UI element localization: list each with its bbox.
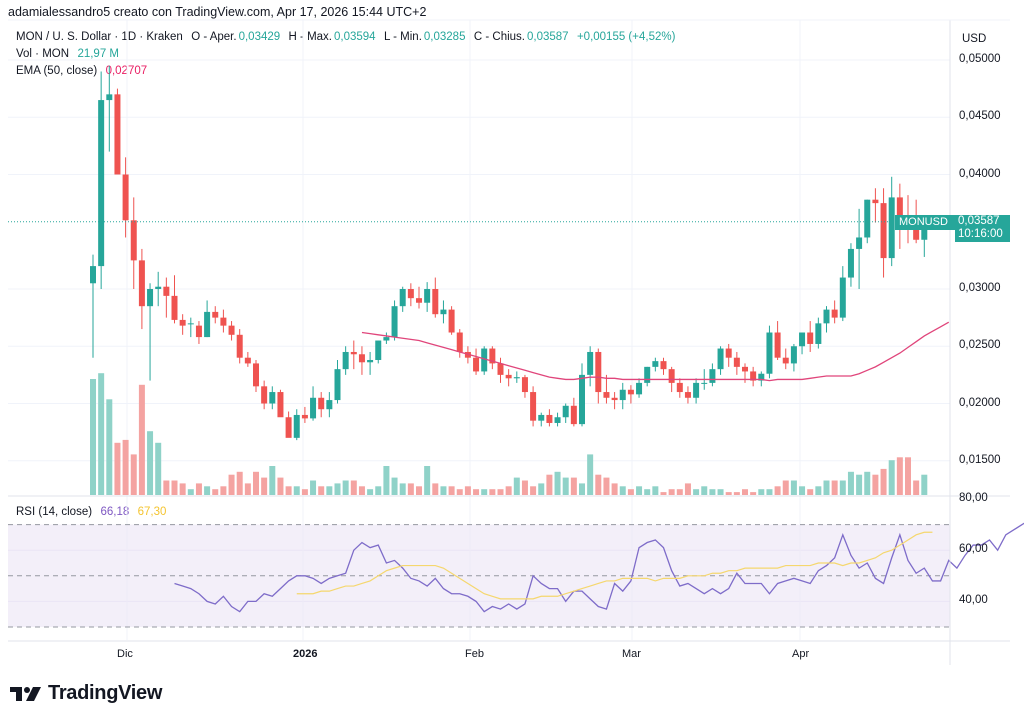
ema-line: [361, 321, 950, 382]
high-value: 0,03594: [334, 31, 376, 43]
rsi-tick: 80,00: [959, 492, 988, 504]
price-tick: 0,02500: [959, 339, 1001, 352]
volume-value: 21,97 M: [77, 48, 119, 60]
ema-value: 0,02707: [105, 65, 148, 77]
candlesticks: [8, 65, 928, 441]
time-tick: Dic: [117, 648, 133, 660]
low-value: 0,03285: [423, 31, 466, 43]
price-tick: 0,02000: [959, 396, 1001, 409]
rsi-ma-value: 67,30: [137, 506, 167, 518]
change-value: +0,00155 (+4,52%): [576, 31, 676, 43]
symbol-description[interactable]: MON / U. S. Dollar · 1D · Kraken: [16, 31, 183, 43]
rsi-tick: 40,00: [959, 594, 988, 607]
last-price: 0,03587: [958, 215, 1000, 227]
time-tick: Apr: [792, 648, 810, 660]
rsi-tick: 60,00: [959, 543, 988, 556]
volume-label: Vol · MON: [16, 48, 70, 60]
tradingview-logo-icon: [10, 686, 41, 701]
price-tick: 0,03000: [959, 282, 1001, 294]
rsi-value: 66,18: [100, 506, 130, 518]
tradingview-logo[interactable]: TradingView: [10, 682, 162, 705]
chart-attribution: adamialessandro5 creato con TradingView.…: [8, 5, 427, 19]
high-label: H - Max.: [288, 31, 332, 43]
price-tick: 0,04500: [959, 110, 1001, 123]
open-label: O - Aper.: [191, 31, 237, 43]
time-tick: Mar: [622, 648, 641, 660]
price-axis-currency[interactable]: USD: [962, 33, 987, 45]
ema-label: EMA (50, close): [16, 65, 98, 77]
time-tick: 2026: [293, 648, 318, 660]
volume-bars: [90, 373, 928, 495]
rsi-label: RSI (14, close): [16, 506, 93, 518]
rsi-legend[interactable]: RSI (14, close) 66,18 67,30: [16, 506, 168, 518]
pane-frame: [8, 19, 1010, 665]
price-tick: 0,01500: [959, 453, 1001, 466]
ema-legend[interactable]: EMA (50, close) 0,02707: [16, 65, 149, 77]
open-value: 0,03429: [238, 31, 281, 43]
close-value: 0,03587: [526, 31, 569, 43]
price-tick: 0,05000: [959, 53, 1001, 65]
symbol-price-tag: MONUSD: [895, 215, 955, 230]
volume-legend[interactable]: Vol · MON 21,97 M: [16, 48, 121, 60]
ohlc-legend: MON / U. S. Dollar · 1D · Kraken O - Ape…: [16, 31, 677, 43]
close-label: C - Chius.: [473, 31, 525, 43]
price-tick: 0,04000: [959, 167, 1001, 180]
low-label: L - Min.: [383, 31, 422, 43]
tradingview-logo-text: TradingView: [48, 682, 163, 704]
bar-countdown: 10:16:00: [958, 228, 1003, 240]
last-price-tag: 0,03587 10:16:00: [955, 215, 1010, 242]
rsi-pane: [8, 522, 1024, 628]
time-tick: Feb: [465, 648, 484, 660]
